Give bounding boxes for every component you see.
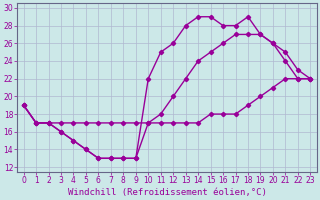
X-axis label: Windchill (Refroidissement éolien,°C): Windchill (Refroidissement éolien,°C)	[68, 188, 266, 197]
